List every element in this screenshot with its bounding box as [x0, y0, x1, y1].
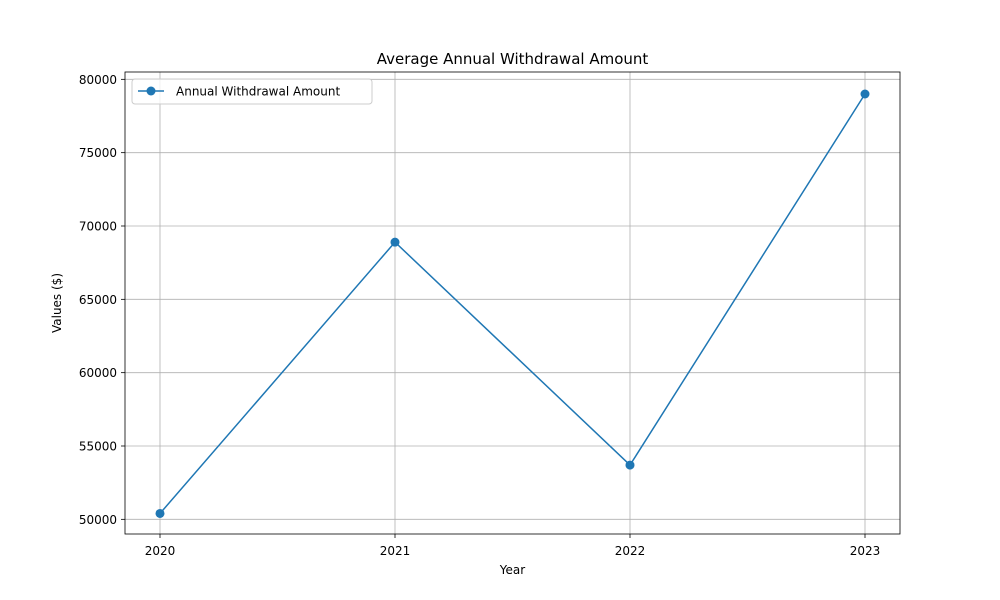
y-tick-label: 65000 — [79, 293, 117, 307]
x-gridlines — [159, 72, 866, 534]
x-tick-label: 2021 — [380, 544, 411, 558]
x-axis-ticks: 2020 2021 2022 2023 — [145, 534, 881, 558]
y-tick-label: 70000 — [79, 220, 117, 234]
data-point-marker — [860, 89, 870, 99]
series-line — [159, 93, 866, 514]
y-tick-label: 50000 — [79, 513, 117, 527]
legend: Annual Withdrawal Amount — [131, 78, 373, 105]
y-tick-label: 60000 — [79, 366, 117, 380]
x-axis-label: Year — [499, 563, 525, 577]
plot-area-frame — [124, 71, 901, 535]
y-tick-label: 55000 — [79, 440, 117, 454]
legend-marker-swatch — [146, 86, 156, 96]
y-tick-label: 80000 — [79, 73, 117, 87]
x-tick-label: 2023 — [850, 544, 881, 558]
series-layer — [155, 89, 870, 518]
y-tick-label: 75000 — [79, 146, 117, 160]
data-point-marker — [390, 237, 400, 247]
legend-box — [131, 78, 373, 105]
y-axis-ticks: 50000 55000 60000 65000 70000 75000 80000 — [79, 73, 125, 527]
x-tick-label: 2020 — [145, 544, 176, 558]
legend-label: Annual Withdrawal Amount — [176, 85, 340, 99]
data-point-marker — [155, 508, 165, 518]
x-tick-label: 2022 — [615, 544, 646, 558]
data-point-marker — [625, 460, 635, 470]
chart-title: Average Annual Withdrawal Amount — [377, 50, 649, 68]
y-axis-label: Values ($) — [50, 273, 64, 333]
